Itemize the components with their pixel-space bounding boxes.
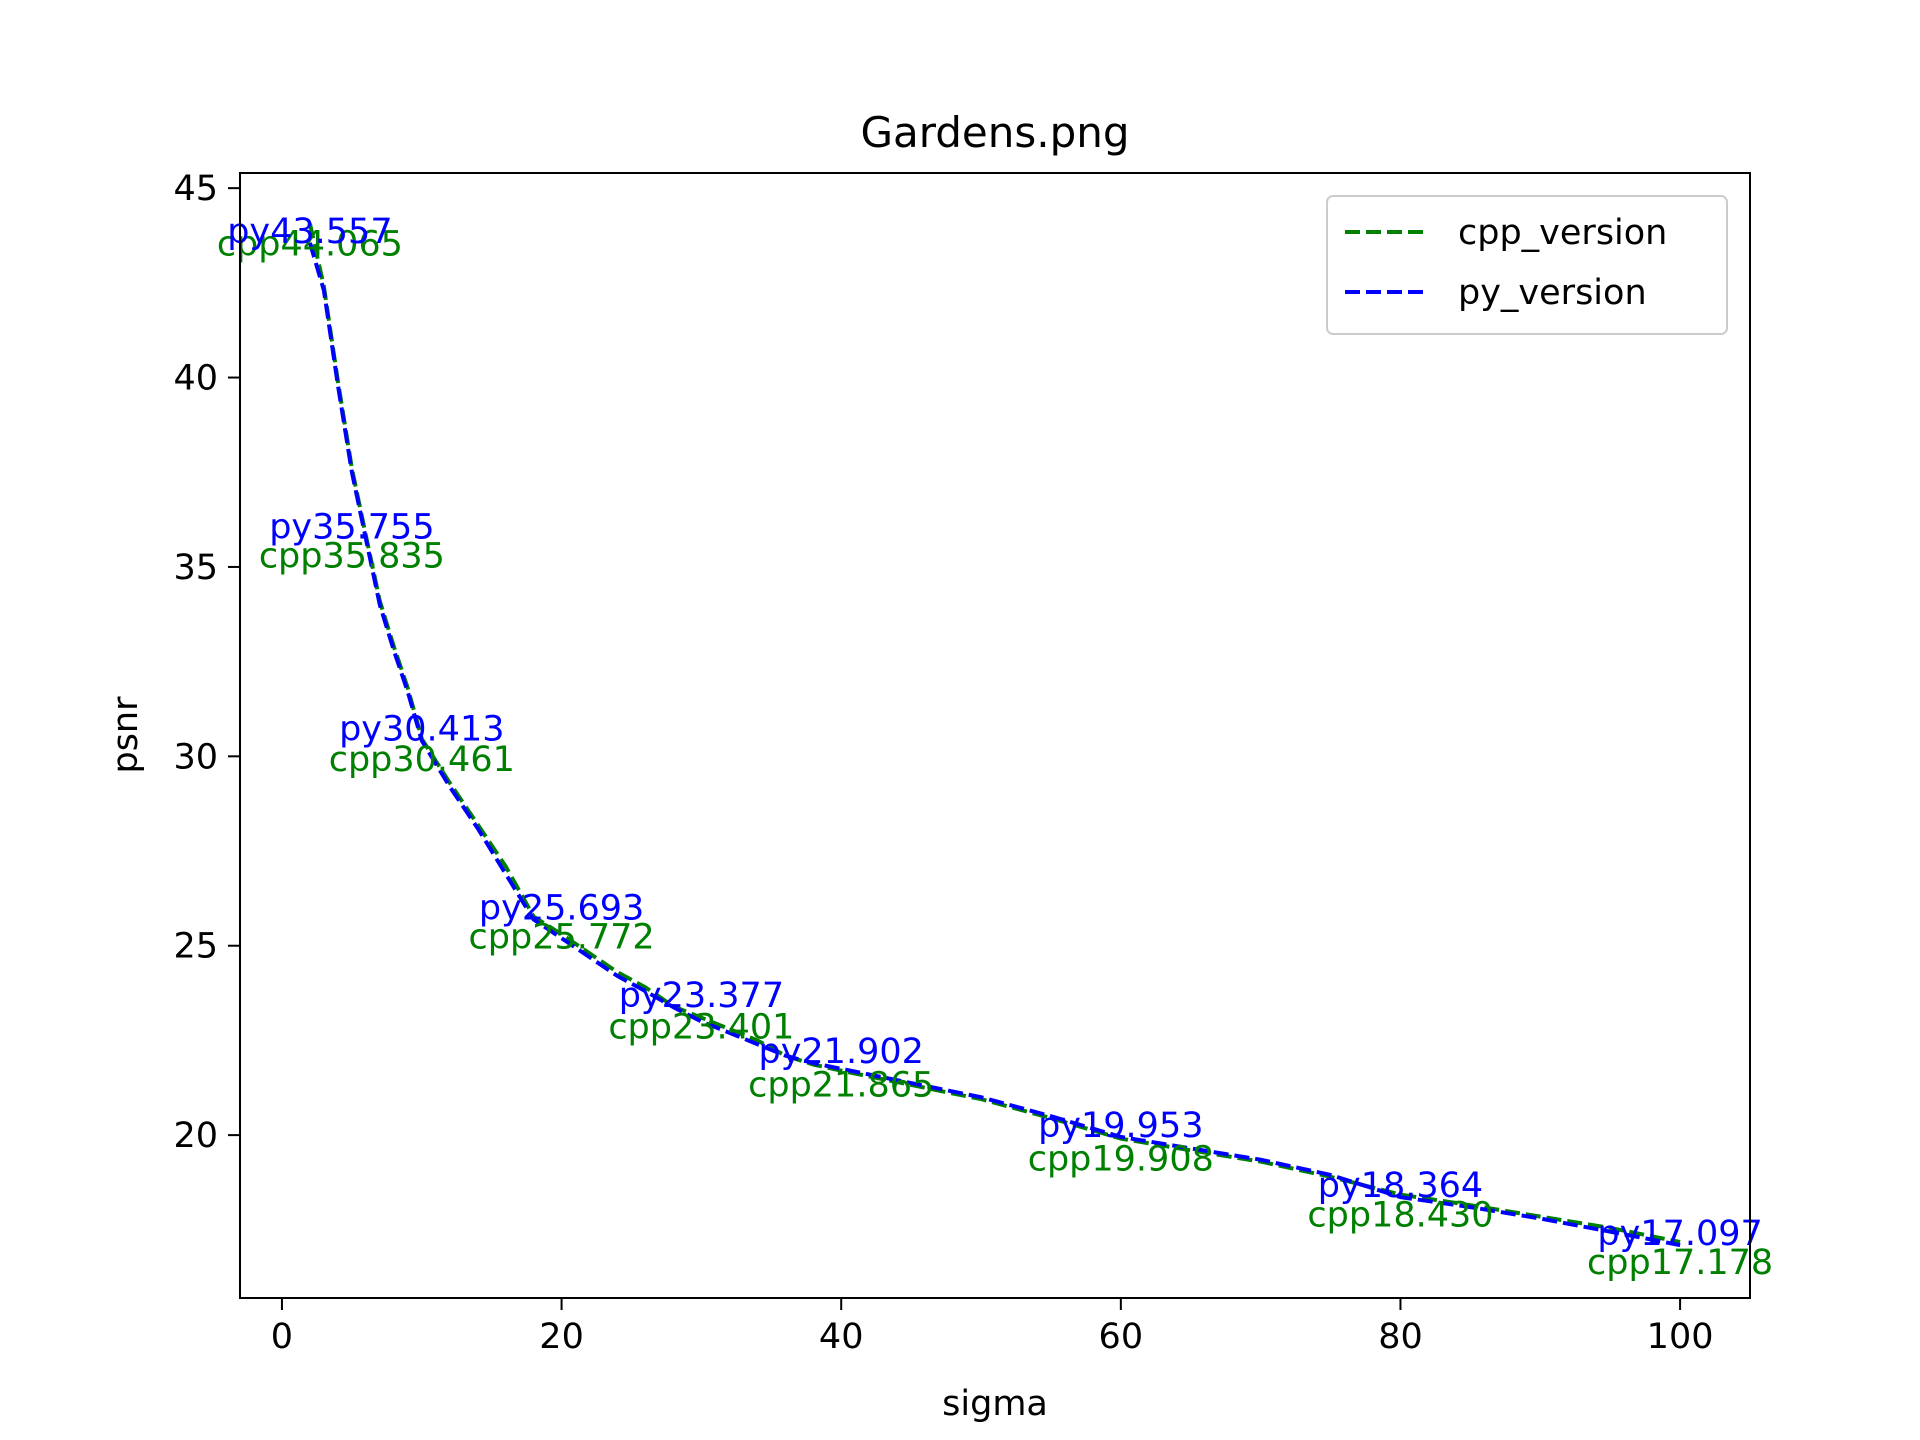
series-line-py-version [307,242,1681,1248]
point-label-py: py30.413 [339,710,504,750]
x-tick-label: 0 [271,1317,293,1357]
point-label-cpp: cpp18.430 [1307,1196,1493,1236]
legend-box [1326,195,1728,335]
x-axis-label: sigma [942,1384,1048,1424]
x-tick-label: 60 [1099,1317,1144,1357]
point-label-py: py21.902 [758,1032,923,1072]
y-axis: 20 25 30 35 40 45 [173,169,240,1156]
y-tick-label: 25 [173,927,218,967]
point-label-cpp: cpp30.461 [329,740,515,780]
legend-label-cpp: cpp_version [1458,213,1667,253]
y-tick-label: 45 [173,169,218,209]
x-axis: 0 20 40 60 80 100 [271,1298,1714,1357]
x-tick-label: 20 [539,1317,584,1357]
y-tick-label: 35 [173,548,218,588]
y-axis-label: psnr [106,696,146,774]
point-label-cpp: cpp17.178 [1587,1243,1773,1283]
point-label-py: py23.377 [619,976,784,1016]
legend: cpp_version py_version [1326,195,1728,335]
point-label-cpp: cpp23.401 [608,1007,794,1047]
x-tick-label: 40 [819,1317,864,1357]
point-label-py: py17.097 [1597,1214,1762,1254]
point-label-py: py43.557 [227,212,392,252]
point-labels: cpp44.065 cpp35.835 cpp30.461 cpp25.772 cpp2… [217,212,1773,1283]
point-label-cpp: cpp44.065 [217,225,403,265]
y-tick-label: 20 [173,1116,218,1156]
chart-title: Gardens.png [860,108,1129,157]
plot-frame [239,172,1751,1299]
series-lines [307,223,1681,1248]
legend-label-py: py_version [1458,273,1647,313]
point-label-cpp: cpp35.835 [259,536,445,576]
point-label-cpp: cpp19.908 [1028,1140,1214,1180]
y-tick-label: 40 [173,359,218,399]
point-label-py: py19.953 [1038,1106,1203,1146]
point-label-py: py18.364 [1318,1166,1483,1206]
point-label-py: py25.693 [479,889,644,929]
point-label-cpp: cpp21.865 [748,1066,934,1106]
x-tick-label: 100 [1647,1317,1714,1357]
point-label-py: py35.755 [269,507,434,547]
x-tick-label: 80 [1378,1317,1423,1357]
y-tick-label: 30 [173,737,218,777]
point-label-cpp: cpp25.772 [469,918,655,958]
